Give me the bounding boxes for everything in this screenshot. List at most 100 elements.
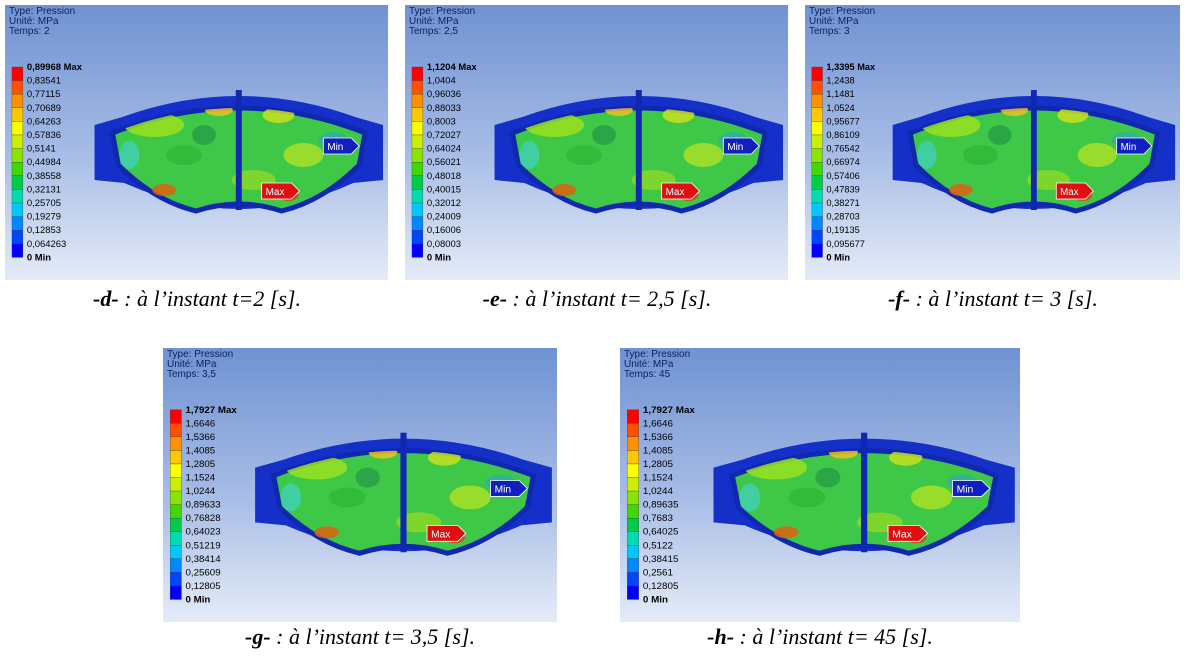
legend-label: 0,24009 (427, 212, 461, 223)
legend-label: 0,89633 (186, 500, 221, 511)
legend-swatch (627, 450, 639, 465)
legend-label: 0 Min (186, 595, 211, 606)
legend-label: 1,2438 (826, 75, 854, 85)
legend-swatch (11, 202, 24, 217)
legend-label: 1,4085 (643, 446, 673, 457)
legend-swatch (811, 189, 823, 204)
legend-swatch (170, 558, 182, 573)
legend-label: 0,16006 (427, 225, 461, 236)
legend-swatch (627, 518, 639, 532)
legend-swatch (11, 80, 24, 95)
legend-label: 1,5366 (643, 432, 673, 443)
caption: -d- : à l’instant t=2 [s]. (93, 286, 301, 312)
legend-swatch (627, 423, 639, 438)
legend-swatch (11, 94, 24, 108)
min-tag: Min (957, 485, 974, 496)
contour-plot: 1,7927 Max 1,6646 1,5366 1,4085 1,2805 1,1524… (627, 405, 1015, 605)
legend-swatch (170, 477, 182, 492)
min-tag-shape (490, 480, 528, 497)
legend-swatch (11, 189, 24, 204)
legend-swatch (627, 463, 639, 478)
max-tag-shape (1055, 182, 1094, 200)
max-tag: Max (666, 187, 685, 198)
header-line: Temps: 2 (9, 26, 50, 37)
legend-swatch (811, 162, 823, 176)
legend-swatch (411, 94, 424, 108)
legend-swatch (11, 230, 24, 244)
legend-swatch (627, 477, 639, 492)
legend-label: 0,44984 (27, 157, 61, 168)
result-panel: 1,7927 Max 1,6646 1,5366 1,4085 1,2805 1,1524… (163, 348, 557, 622)
legend-label: 0,08003 (427, 239, 461, 250)
header-line: Type: Pression (167, 349, 234, 360)
caption-label: -g- (245, 624, 271, 649)
legend-label: 0,48018 (427, 171, 461, 182)
header-line: Type: Pression (809, 6, 876, 17)
legend-swatch (411, 243, 424, 258)
caption: -e- : à l’instant t= 2,5 [s]. (483, 286, 712, 312)
caption-label: -h- (707, 624, 735, 649)
legend-label: 0,25609 (186, 567, 221, 578)
contour-blob (739, 483, 761, 512)
legend-label: 1,2805 (643, 459, 673, 470)
caption: -g- : à l’instant t= 3,5 [s]. (245, 624, 475, 650)
legend-swatch (170, 585, 182, 600)
pad-slot (861, 432, 868, 553)
legend-label: 0,70689 (27, 103, 61, 114)
header-line: Temps: 3,5 (167, 369, 216, 380)
legend-label: 0,57406 (826, 171, 859, 181)
legend-label: 0,95677 (826, 116, 859, 126)
legend-swatch (411, 175, 424, 190)
legend-swatch (627, 558, 639, 573)
legend-label: 1,1524 (186, 473, 216, 484)
contour-blob (592, 125, 616, 145)
legend-label: 1,7927 Max (643, 405, 696, 416)
contour-blob (519, 141, 540, 169)
legend-swatch (170, 450, 182, 465)
min-tag: Min (495, 485, 511, 496)
legend-label: 0,89968 Max (27, 62, 83, 73)
pad-contours (119, 108, 349, 201)
legend-label: 0,83541 (27, 76, 61, 87)
legend-swatch (627, 585, 639, 600)
legend-label: 0,88033 (427, 103, 461, 114)
contour-blob (314, 526, 340, 539)
caption: -h- : à l’instant t= 45 [s]. (707, 624, 933, 650)
legend-swatch (170, 545, 182, 559)
header-line: Type: Pression (409, 6, 476, 17)
legend-swatch (411, 189, 424, 204)
legend-swatch (411, 202, 424, 217)
legend-swatch (170, 436, 182, 451)
min-tag-shape (322, 137, 360, 155)
legend-swatch (11, 107, 24, 122)
min-tag: Min (327, 142, 343, 153)
legend-swatch (411, 148, 424, 163)
legend-swatch (411, 230, 424, 244)
contour-blob (773, 526, 799, 539)
contour-plot: 1,3395 Max 1,2438 1,1481 1,0524 0,95677 0,861… (811, 62, 1176, 262)
legend-label: 0,5141 (27, 144, 56, 155)
caption-text: : à l’instant t= 2,5 [s]. (507, 286, 712, 311)
legend-swatch (11, 175, 24, 190)
legend-label: 0,12805 (186, 581, 221, 592)
contour-blob (552, 184, 577, 196)
legend-label: 0,76542 (826, 143, 859, 153)
legend-label: 0,8003 (427, 116, 456, 127)
legend-label: 1,5366 (186, 432, 216, 443)
legend-label: 0,40015 (427, 184, 461, 195)
legend-swatch (811, 94, 823, 108)
caption-text: : à l’instant t= 3,5 [s]. (270, 624, 475, 649)
contour-blob (166, 145, 202, 165)
legend-label: 0,47839 (826, 184, 859, 194)
legend-label: 0,77115 (27, 89, 60, 100)
legend-label: 0,51219 (186, 540, 221, 551)
contour-plot: 1,1204 Max 1,0404 0,96036 0,88033 0,8003 0,72… (411, 62, 784, 263)
legend-label: 0,89635 (643, 500, 679, 511)
max-tag: Max (1060, 187, 1078, 198)
legend-swatch (811, 202, 823, 217)
legend-label: 1,1481 (826, 89, 854, 99)
header-line: Type: Pression (9, 6, 76, 17)
legend-label: 1,6646 (186, 418, 216, 429)
legend-swatch (170, 409, 182, 424)
legend-swatch (170, 463, 182, 478)
